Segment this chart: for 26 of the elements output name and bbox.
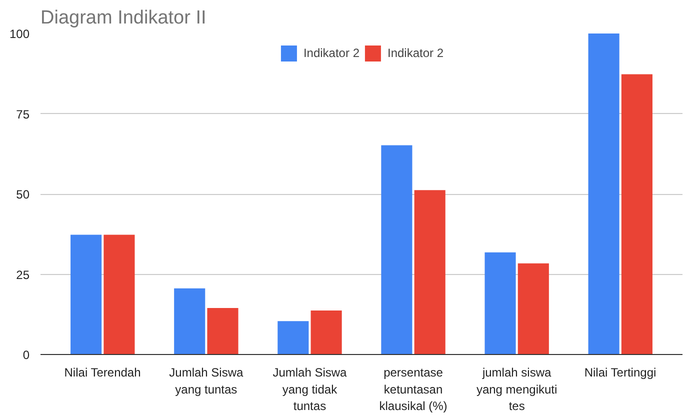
y-tick-label: 75	[16, 107, 30, 122]
bar	[278, 321, 309, 354]
bar	[310, 310, 342, 354]
y-tick-label: 25	[16, 268, 30, 282]
bar	[70, 234, 102, 354]
chart-title: Diagram Indikator II	[40, 8, 206, 28]
bar	[588, 34, 620, 354]
x-tick-label: Nilai Tertinggi	[584, 366, 656, 380]
bar	[621, 74, 652, 354]
x-tick-label: Jumlah Siswa yang tidak tuntas	[272, 366, 348, 414]
x-tick-label: jumlah siswa yang mengikuti tes	[476, 366, 558, 414]
y-tick-label: 100	[9, 27, 30, 41]
bar	[484, 252, 516, 354]
bar	[174, 288, 206, 354]
legend-label: Indikator 2	[303, 46, 360, 60]
x-tick-label: Nilai Terendah	[64, 366, 141, 380]
x-tick-label: persentase ketuntasan klausikal (%)	[379, 366, 448, 414]
legend-label: Indikator 2	[388, 46, 444, 60]
y-tick-label: 50	[16, 188, 30, 202]
bar	[414, 190, 446, 354]
bar	[518, 263, 549, 354]
bar	[381, 145, 412, 354]
y-tick-label: 0	[22, 348, 30, 362]
bar	[104, 234, 135, 354]
bar	[207, 308, 238, 354]
x-tick-label: Jumlah Siswa yang tuntas	[169, 366, 244, 396]
